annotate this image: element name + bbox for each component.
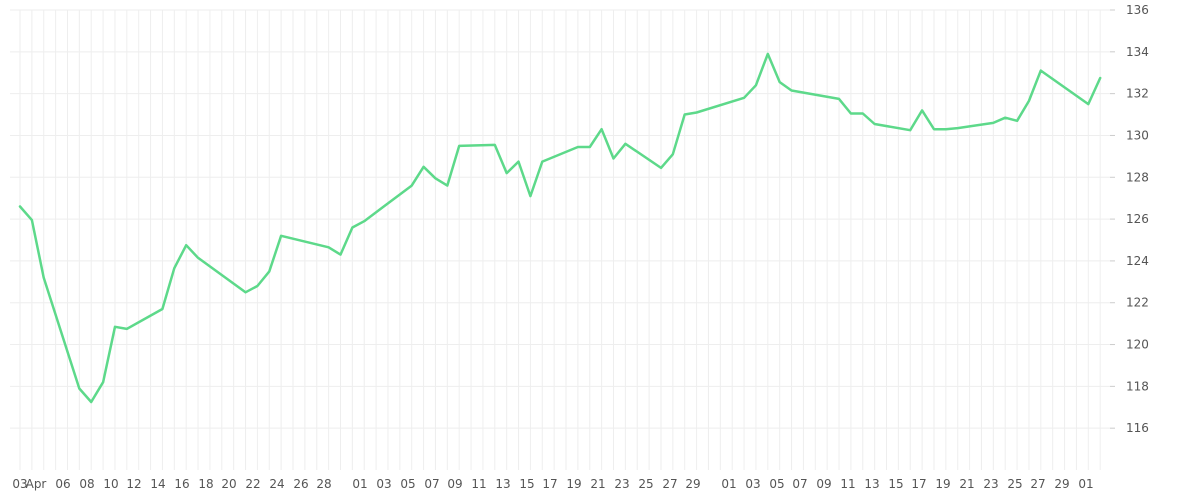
y-tick-label: 126: [1126, 212, 1149, 226]
x-tick-label: 06: [55, 477, 70, 491]
x-tick-label: 03: [376, 477, 391, 491]
x-tick-label: 23: [983, 477, 998, 491]
x-tick-label: 18: [198, 477, 213, 491]
x-tick-label: 15: [888, 477, 903, 491]
x-tick-label: 01: [721, 477, 736, 491]
y-tick-label: 120: [1126, 338, 1149, 352]
y-tick-label: 132: [1126, 87, 1149, 101]
x-tick-label: 20: [221, 477, 236, 491]
x-tick-label: 16: [174, 477, 189, 491]
x-tick-label: 11: [840, 477, 855, 491]
x-tick-label: 09: [816, 477, 831, 491]
x-tick-label: 22: [245, 477, 260, 491]
x-tick-label: 19: [566, 477, 581, 491]
x-tick-label: 08: [79, 477, 94, 491]
y-axis: 116 118 120 122 124 126 128 130 132 134 136: [1110, 3, 1149, 435]
x-tick-label: 01: [352, 477, 367, 491]
x-tick-label: 26: [293, 477, 308, 491]
y-tick-label: 124: [1126, 254, 1149, 268]
x-tick-label: 11: [471, 477, 486, 491]
x-tick-label: 19: [935, 477, 950, 491]
x-tick-label: 27: [662, 477, 677, 491]
x-tick-label: 15: [519, 477, 534, 491]
x-tick-label: 07: [792, 477, 807, 491]
chart-grid: [10, 9, 1110, 470]
x-tick-label: 01: [1078, 477, 1093, 491]
y-tick-label: 134: [1126, 45, 1149, 59]
chart-series: [18, 52, 1102, 404]
x-tick-label: 05: [769, 477, 784, 491]
x-tick-label: 29: [1054, 477, 1069, 491]
x-tick-label: 10: [103, 477, 118, 491]
x-tick-label: 12: [126, 477, 141, 491]
x-tick-label: 25: [1007, 477, 1022, 491]
y-tick-label: 130: [1126, 128, 1149, 142]
x-tick-label: 17: [911, 477, 926, 491]
x-tick-label: 13: [864, 477, 879, 491]
y-tick-label: 116: [1126, 421, 1149, 435]
x-tick-label: 23: [614, 477, 629, 491]
x-tick-label: 03: [12, 477, 27, 491]
x-tick-label: 24: [269, 477, 284, 491]
x-tick-label: 28: [316, 477, 331, 491]
x-tick-label: Apr: [26, 477, 47, 491]
x-tick-label: 27: [1030, 477, 1045, 491]
x-tick-label: 03: [745, 477, 760, 491]
y-tick-label: 122: [1126, 296, 1149, 310]
x-tick-label: 21: [959, 477, 974, 491]
y-tick-label: 128: [1126, 170, 1149, 184]
x-tick-label: 14: [150, 477, 165, 491]
price-line: [18, 52, 1102, 404]
x-tick-label: 17: [542, 477, 557, 491]
x-tick-label: 07: [424, 477, 439, 491]
y-tick-label: 118: [1126, 379, 1149, 393]
y-tick-label: 136: [1126, 3, 1149, 17]
x-tick-label: 29: [685, 477, 700, 491]
x-tick-label: 25: [638, 477, 653, 491]
x-tick-label: 05: [400, 477, 415, 491]
x-tick-label: 21: [590, 477, 605, 491]
x-tick-label: 09: [447, 477, 462, 491]
x-tick-label: 13: [495, 477, 510, 491]
